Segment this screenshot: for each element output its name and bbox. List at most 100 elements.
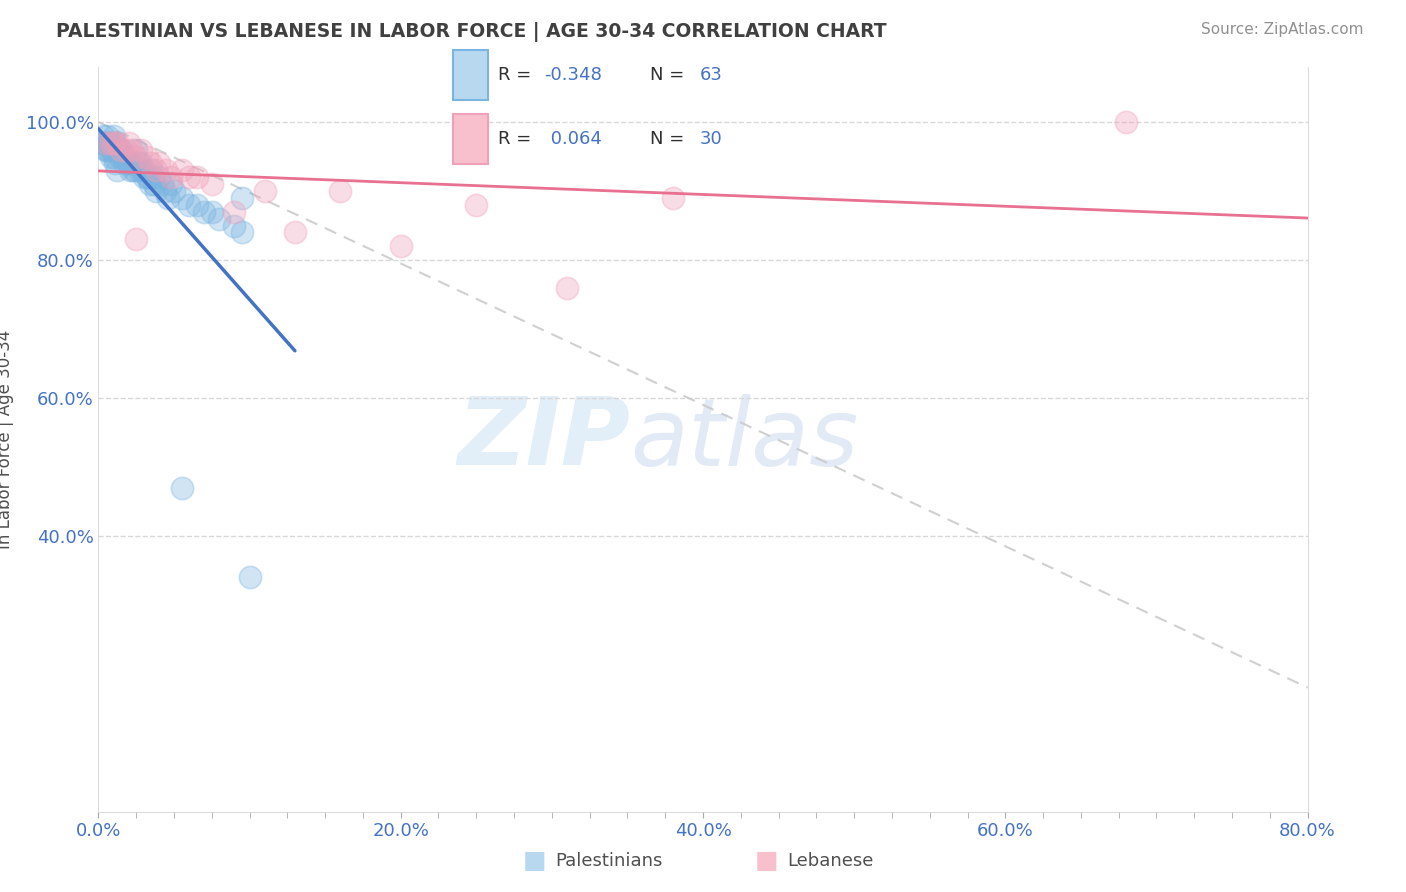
Point (124, 163, 146, 178)
Point (96, 136, 118, 150)
Point (139, 177, 162, 191)
Point (284, 226, 307, 240)
Point (121, 156, 143, 170)
Point (170, 191, 193, 205)
Point (118, 156, 141, 170)
Point (148, 156, 170, 170)
Point (141, 163, 163, 178)
Point (231, 191, 253, 205)
Point (465, 198, 488, 212)
Point (112, 156, 135, 170)
FancyBboxPatch shape (453, 114, 488, 164)
Point (114, 150, 136, 164)
Point (105, 143, 128, 157)
Point (132, 170, 155, 185)
Point (110, 143, 132, 157)
Text: 63: 63 (700, 66, 723, 84)
Point (121, 143, 143, 157)
Text: -0.348: -0.348 (544, 66, 602, 84)
Point (135, 170, 157, 185)
Text: 30: 30 (700, 130, 723, 148)
Point (110, 143, 132, 157)
Point (153, 184, 176, 198)
Point (150, 177, 173, 191)
Point (201, 177, 224, 191)
Point (118, 136, 141, 150)
FancyBboxPatch shape (453, 50, 488, 100)
Point (114, 143, 136, 157)
Point (160, 170, 183, 185)
Point (131, 163, 153, 178)
Point (224, 219, 246, 233)
Text: ■: ■ (755, 849, 778, 872)
Point (98, 143, 121, 157)
Point (224, 204, 246, 219)
Point (145, 184, 167, 198)
Point (170, 481, 193, 495)
Point (125, 150, 148, 164)
Text: ZIP: ZIP (457, 393, 630, 485)
Point (93, 136, 115, 150)
Text: N =: N = (650, 130, 683, 148)
Point (96, 128, 118, 143)
Point (120, 163, 142, 178)
Point (103, 136, 125, 150)
Point (103, 136, 125, 150)
Text: Lebanese: Lebanese (787, 852, 873, 870)
Point (125, 143, 148, 157)
Point (111, 150, 134, 164)
Point (105, 163, 128, 178)
Point (101, 143, 124, 157)
Point (208, 211, 231, 226)
Point (105, 136, 128, 150)
Text: Source: ZipAtlas.com: Source: ZipAtlas.com (1201, 22, 1364, 37)
Point (134, 163, 156, 178)
Point (129, 143, 152, 157)
Point (329, 184, 352, 198)
Point (115, 156, 138, 170)
Text: atlas: atlas (630, 393, 859, 485)
Point (179, 170, 201, 185)
Text: 0.064: 0.064 (544, 130, 602, 148)
Point (186, 198, 208, 212)
Point (193, 204, 215, 219)
Point (101, 143, 124, 157)
Point (127, 156, 149, 170)
Point (135, 150, 157, 164)
Point (142, 170, 165, 185)
Text: R =: R = (498, 66, 531, 84)
Point (555, 280, 578, 294)
Point (156, 191, 179, 205)
Point (231, 226, 253, 240)
Point (179, 198, 201, 212)
Text: ■: ■ (523, 849, 546, 872)
Point (253, 184, 276, 198)
Text: PALESTINIAN VS LEBANESE IN LABOR FORCE | AGE 30-34 CORRELATION CHART: PALESTINIAN VS LEBANESE IN LABOR FORCE |… (56, 22, 887, 42)
Point (239, 570, 262, 584)
Y-axis label: In Labor Force | Age 30-34: In Labor Force | Age 30-34 (0, 330, 14, 549)
Point (155, 163, 177, 178)
Point (104, 156, 127, 170)
Point (122, 163, 145, 178)
Point (160, 177, 183, 191)
Point (103, 128, 125, 143)
Text: Palestinians: Palestinians (555, 852, 662, 870)
Point (94, 143, 117, 157)
Point (91, 136, 114, 150)
Point (661, 191, 683, 205)
Point (201, 204, 224, 219)
Point (143, 177, 166, 191)
Text: N =: N = (650, 66, 683, 84)
Point (141, 156, 163, 170)
Point (100, 150, 122, 164)
Point (94, 143, 117, 157)
Point (129, 156, 152, 170)
Point (104, 136, 127, 150)
Point (108, 150, 131, 164)
Point (100, 136, 122, 150)
Point (128, 163, 150, 178)
Point (94, 136, 117, 150)
Point (136, 170, 159, 185)
Point (125, 232, 148, 246)
Point (1115, 115, 1137, 129)
